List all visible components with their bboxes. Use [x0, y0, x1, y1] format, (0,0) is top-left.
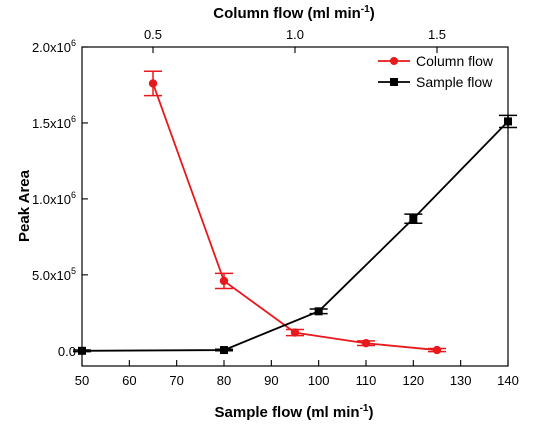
- legend-item-column-flow: Column flow: [378, 53, 494, 69]
- x-top-tick-label: 1.5: [428, 27, 446, 42]
- x-bottom-tick-label: 80: [217, 373, 231, 388]
- plot-frame: [81, 46, 509, 367]
- x-top-tick-label: 0.5: [144, 27, 162, 42]
- legend-marker-column-flow: [390, 57, 398, 65]
- y-tick-label-base: 1.5x10: [32, 116, 71, 131]
- x-axis-bottom-title-close: ): [368, 404, 373, 421]
- series-line-column-flow: [152, 83, 438, 351]
- x-axis-top: 0.5 1.0 1.5: [144, 27, 446, 53]
- y-tick-label-exponent: 6: [71, 38, 76, 48]
- x-axis-top-title-sup: -1: [361, 4, 370, 15]
- series-layer: [73, 70, 517, 355]
- x-axis-top-title-close: ): [370, 5, 375, 22]
- x-axis-bottom-title-text: Sample flow (ml min: [215, 404, 360, 421]
- x-bottom-tick-label: 100: [308, 373, 330, 388]
- legend-label-sample-flow: Sample flow: [416, 74, 493, 90]
- y-tick-label-exponent: 6: [71, 114, 76, 124]
- y-tick-label-base: 5.0x10: [32, 268, 71, 283]
- series-column-flow: [144, 70, 446, 355]
- x-axis-bottom-title: Sample flow (ml min-1): [215, 403, 374, 421]
- y-tick-label-exponent: 5: [71, 266, 76, 276]
- y-tick-label: 0.0: [58, 344, 76, 359]
- series-sample-flow: [73, 114, 517, 355]
- y-tick-label: 1.5x106: [32, 114, 76, 131]
- data-point-sample-flow: [409, 214, 418, 223]
- y-tick-label-base: 2.0x10: [32, 40, 71, 55]
- data-point-sample-flow: [78, 346, 86, 355]
- data-point-column-flow: [148, 79, 158, 88]
- x-top-tick-label: 1.0: [286, 27, 304, 42]
- data-point-column-flow: [432, 345, 442, 355]
- y-tick-label-base: 1.0x10: [32, 192, 71, 207]
- data-point-sample-flow: [504, 117, 512, 126]
- x-bottom-tick-label: 140: [497, 373, 519, 388]
- series-line-sample-flow: [81, 120, 509, 352]
- y-tick-label: 1.0x106: [32, 190, 76, 207]
- y-tick-label: 2.0x106: [32, 38, 76, 55]
- y-tick-label-base: 0.0: [58, 344, 76, 359]
- x-axis-top-title-text: Column flow (ml min: [213, 5, 361, 22]
- x-bottom-tick-label: 70: [169, 373, 183, 388]
- x-bottom-tick-label: 110: [356, 373, 377, 388]
- legend-item-sample-flow: Sample flow: [378, 74, 493, 90]
- x-axis-bottom-title-sup: -1: [360, 403, 369, 414]
- legend-label-column-flow: Column flow: [416, 53, 494, 69]
- x-bottom-tick-label: 60: [122, 373, 136, 388]
- y-tick-label-exponent: 6: [71, 190, 76, 200]
- x-axis-top-title: Column flow (ml min-1): [213, 4, 374, 22]
- x-bottom-tick-label: 90: [264, 373, 278, 388]
- legend: Column flow Sample flow: [378, 53, 494, 90]
- legend-marker-sample-flow: [390, 78, 398, 86]
- data-point-column-flow: [361, 339, 371, 348]
- x-axis-bottom: 50 60 70 80 90 100 110 120 130 140: [75, 360, 519, 388]
- data-point-sample-flow: [220, 346, 228, 355]
- y-axis-title: Peak Area: [16, 169, 33, 242]
- x-bottom-tick-label: 130: [450, 373, 472, 388]
- data-point-column-flow: [290, 328, 300, 337]
- x-bottom-tick-label: 120: [402, 373, 424, 388]
- y-tick-label: 5.0x105: [32, 266, 76, 283]
- data-point-column-flow: [219, 276, 229, 286]
- x-bottom-tick-label: 50: [75, 373, 89, 388]
- data-point-sample-flow: [314, 307, 323, 316]
